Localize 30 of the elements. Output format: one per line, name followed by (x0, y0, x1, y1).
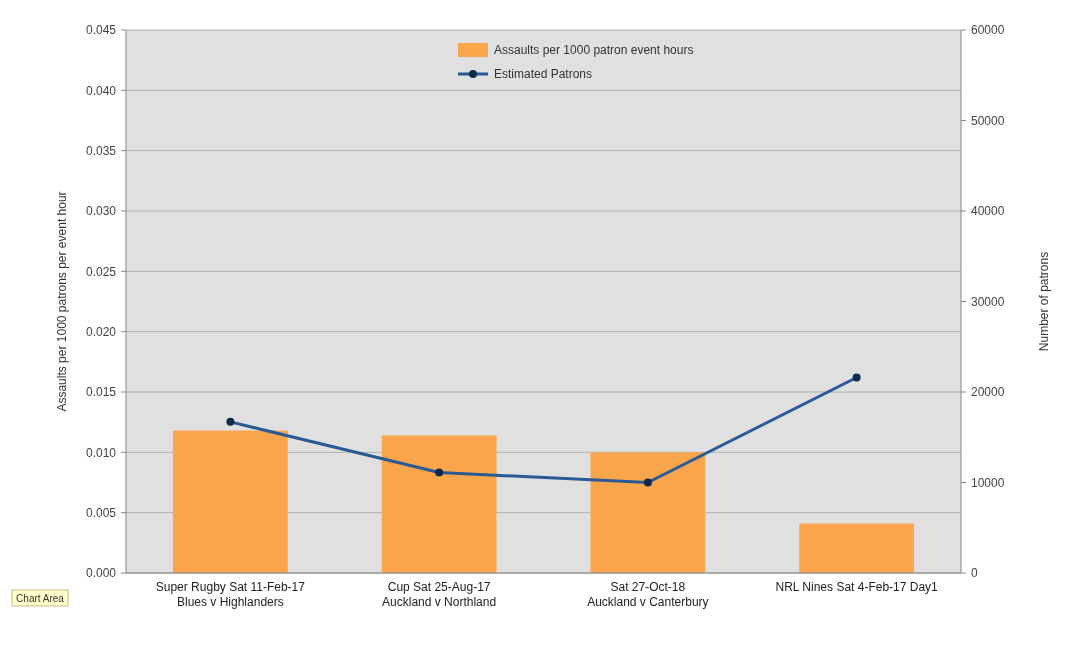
y-tick-label: 0.045 (85, 23, 117, 38)
y2-tick-label: 30000 (971, 294, 1005, 309)
y-tick-label: 0.025 (85, 264, 117, 279)
y-tick-label: 0.000 (85, 566, 117, 581)
y2-tick-label: 40000 (971, 204, 1005, 219)
y2-tick-label: 10000 (971, 475, 1005, 490)
y-tick-label: 0.035 (85, 143, 117, 158)
y-axis-title: Assaults per 1000 patrons per event hour (55, 191, 69, 412)
bar (172, 430, 288, 573)
y2-tick-label: 50000 (971, 113, 1005, 128)
text: Chart Area (16, 592, 65, 604)
x-tick-label: NRL Nines Sat 4-Feb-17 Day1 (775, 580, 939, 594)
legend-label: Assaults per 1000 patron event hours (494, 43, 694, 58)
y-tick-label: 0.020 (85, 324, 117, 339)
y-tick-label: 0.015 (85, 385, 117, 400)
x-tick-label: Super Rugby Sat 11-Feb-17 Blues v Highlanders (155, 580, 306, 609)
y2-tick-label: 60000 (971, 23, 1005, 38)
y-tick-label: 0.010 (85, 445, 117, 460)
y-tick-label: 0.030 (85, 204, 117, 219)
bar (799, 523, 915, 573)
x-tick-label: Sat 27-Oct-18 Auckland v Canterbury (587, 580, 709, 609)
bar (381, 435, 497, 573)
legend-label: Estimated Patrons (494, 67, 593, 82)
bar (590, 452, 706, 573)
y2-tick-label: 0 (971, 566, 978, 581)
y2-axis-title: Number of patrons (1037, 251, 1051, 352)
y-tick-label: 0.040 (85, 83, 117, 98)
y-tick-label: 0.005 (85, 505, 117, 520)
y2-tick-label: 20000 (971, 385, 1005, 400)
x-tick-label: Cup Sat 25-Aug-17 Auckland v Northland (382, 580, 497, 609)
